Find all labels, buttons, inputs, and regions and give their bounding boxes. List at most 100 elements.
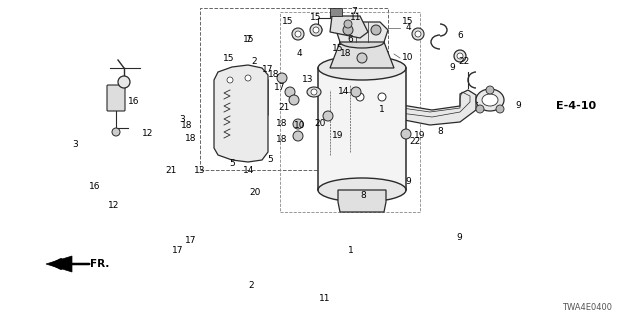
Text: 15: 15 (223, 54, 235, 63)
Text: 17: 17 (275, 84, 285, 92)
Text: 18: 18 (340, 50, 352, 59)
Text: TWA4E0400: TWA4E0400 (562, 303, 612, 313)
Text: 8: 8 (361, 191, 366, 200)
Ellipse shape (318, 56, 406, 80)
Polygon shape (338, 190, 386, 212)
Circle shape (293, 131, 303, 141)
Bar (200, 8, 388, 170)
Circle shape (285, 87, 295, 97)
Text: 12: 12 (108, 201, 120, 210)
Text: 19: 19 (414, 132, 426, 140)
Text: 18: 18 (268, 70, 280, 79)
Text: 16: 16 (128, 98, 140, 107)
Text: 17: 17 (172, 246, 184, 255)
Text: 6: 6 (348, 35, 353, 44)
Text: 16: 16 (89, 182, 100, 191)
Text: FR.: FR. (90, 259, 109, 269)
Text: 9: 9 (406, 177, 411, 186)
Text: 13: 13 (194, 166, 205, 175)
Text: 14: 14 (243, 166, 254, 175)
Text: 5: 5 (229, 159, 234, 168)
Circle shape (476, 105, 484, 113)
Ellipse shape (307, 87, 321, 97)
Text: 14: 14 (339, 87, 349, 97)
Circle shape (401, 129, 411, 139)
Text: 18: 18 (185, 134, 196, 143)
Text: 1: 1 (379, 106, 385, 115)
Polygon shape (330, 42, 394, 68)
Text: 15: 15 (332, 44, 344, 53)
Circle shape (314, 26, 322, 34)
Text: 11: 11 (319, 294, 331, 303)
Text: 13: 13 (302, 76, 314, 84)
Text: 18: 18 (181, 121, 193, 130)
Circle shape (245, 75, 251, 81)
Polygon shape (336, 22, 388, 42)
Circle shape (118, 76, 130, 88)
Polygon shape (350, 88, 394, 106)
Circle shape (289, 95, 299, 105)
Text: 2: 2 (251, 58, 257, 67)
Ellipse shape (482, 94, 498, 106)
Circle shape (293, 119, 303, 129)
Text: 3: 3 (73, 140, 78, 149)
Circle shape (357, 53, 367, 63)
Text: 9: 9 (515, 100, 521, 109)
Text: 11: 11 (350, 13, 362, 22)
Polygon shape (214, 65, 268, 162)
Text: 18: 18 (276, 135, 288, 145)
FancyBboxPatch shape (107, 85, 125, 111)
Text: 21: 21 (278, 103, 290, 113)
Circle shape (412, 28, 424, 40)
Circle shape (323, 111, 333, 121)
Circle shape (457, 53, 463, 59)
Text: 12: 12 (142, 130, 154, 139)
Circle shape (378, 93, 386, 101)
Text: 19: 19 (332, 131, 344, 140)
Circle shape (112, 128, 120, 136)
Text: 22: 22 (458, 58, 470, 67)
Circle shape (310, 24, 322, 36)
Text: 4: 4 (297, 49, 302, 58)
Circle shape (356, 93, 364, 101)
Text: 22: 22 (409, 137, 420, 146)
Text: E-4-10: E-4-10 (556, 101, 596, 111)
Text: 5: 5 (267, 156, 273, 164)
Circle shape (371, 25, 381, 35)
Text: 9: 9 (457, 233, 462, 242)
Circle shape (313, 27, 319, 33)
Circle shape (496, 105, 504, 113)
Text: 9: 9 (449, 63, 455, 73)
Circle shape (486, 86, 494, 94)
Text: 17: 17 (262, 66, 274, 75)
Circle shape (227, 77, 233, 83)
Circle shape (295, 31, 301, 37)
Text: 3: 3 (179, 116, 185, 124)
Bar (330, 8, 342, 16)
Text: 10: 10 (294, 121, 305, 130)
Circle shape (277, 73, 287, 83)
Circle shape (311, 89, 317, 95)
Text: 21: 21 (166, 166, 177, 175)
Circle shape (343, 25, 353, 35)
Polygon shape (330, 16, 368, 38)
Text: 6: 6 (457, 31, 463, 41)
Circle shape (454, 50, 466, 62)
Text: 15: 15 (243, 35, 254, 44)
Text: 15: 15 (403, 18, 413, 27)
Circle shape (344, 20, 352, 28)
Text: 7: 7 (246, 35, 251, 44)
Polygon shape (46, 256, 72, 272)
Ellipse shape (340, 36, 384, 48)
Polygon shape (218, 72, 268, 122)
Text: 17: 17 (185, 236, 196, 245)
Circle shape (292, 28, 304, 40)
Circle shape (415, 31, 421, 37)
Text: 4: 4 (405, 23, 411, 33)
Polygon shape (386, 90, 476, 125)
Ellipse shape (318, 178, 406, 202)
Text: 8: 8 (437, 127, 443, 137)
Text: 15: 15 (282, 18, 294, 27)
Circle shape (351, 87, 361, 97)
Ellipse shape (476, 89, 504, 111)
